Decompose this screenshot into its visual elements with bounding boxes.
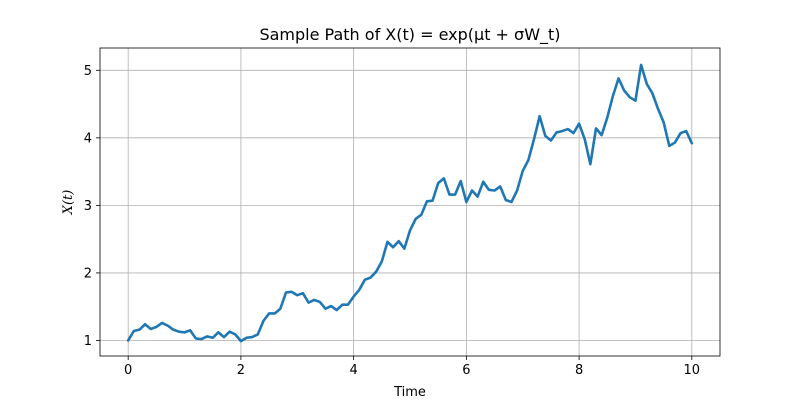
x-tick-label: 4 — [349, 363, 357, 378]
plot-frame — [99, 47, 721, 357]
x-tick-label: 10 — [684, 363, 701, 378]
x-tick-label: 6 — [462, 363, 470, 378]
x-axis-label: Time — [393, 385, 426, 400]
x-tick-label: 8 — [575, 363, 583, 378]
y-tick-label: 4 — [84, 131, 92, 146]
y-tick-label: 3 — [84, 199, 92, 214]
x-tick-label: 0 — [124, 363, 132, 378]
chart-title: Sample Path of X(t) = exp(μt + σW_t) — [259, 25, 560, 45]
chart-title-text: Sample Path of X(t) = exp(μt + σW_t) — [259, 25, 560, 45]
y-tick-label: 1 — [84, 334, 92, 349]
series-line-0 — [126, 63, 694, 343]
y-axis-label: X(t) — [61, 190, 76, 216]
y-tick-label: 2 — [84, 266, 92, 281]
series-layer — [126, 63, 694, 343]
grid — [100, 48, 720, 356]
y-tick-label: 5 — [84, 64, 92, 79]
x-tick-label: 2 — [237, 363, 245, 378]
